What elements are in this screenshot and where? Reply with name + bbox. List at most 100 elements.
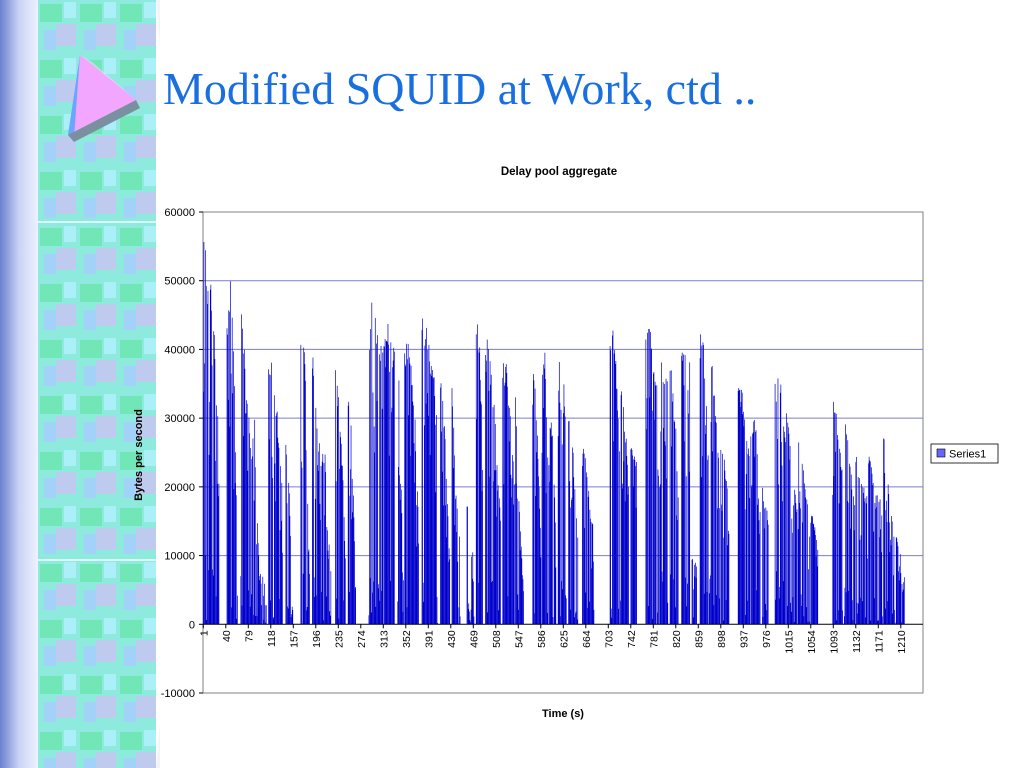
bar [900, 573, 902, 625]
bar [517, 594, 519, 625]
bar [325, 472, 327, 625]
bar [389, 371, 391, 625]
bar [660, 431, 662, 625]
legend-swatch [936, 448, 946, 458]
x-tick-label: 508 [491, 630, 503, 648]
bar [837, 439, 839, 625]
x-tick-label: 586 [536, 630, 548, 648]
bar [532, 404, 534, 625]
bar [248, 590, 249, 625]
bar [308, 551, 309, 625]
bar [565, 595, 567, 625]
bar [739, 389, 741, 625]
bar [218, 496, 219, 625]
bar [338, 397, 339, 625]
bar [853, 496, 854, 625]
bar [317, 465, 318, 625]
bar [715, 422, 717, 625]
bar [895, 537, 897, 625]
bar [415, 451, 417, 625]
bar [685, 577, 687, 625]
bar [881, 515, 883, 625]
bar [518, 501, 520, 625]
bar [288, 493, 290, 625]
bar [373, 426, 375, 625]
bar [552, 435, 553, 625]
bar [209, 289, 211, 625]
bar [316, 428, 318, 625]
bar [341, 465, 343, 625]
bar [848, 502, 850, 625]
bar [203, 242, 205, 625]
bar [535, 420, 537, 625]
bar [786, 413, 787, 625]
bar [426, 327, 427, 625]
bar [561, 580, 562, 625]
bar [862, 601, 864, 625]
bar [413, 443, 415, 625]
bar [750, 436, 752, 625]
bar [241, 605, 243, 625]
bar [815, 535, 816, 625]
bar [691, 559, 693, 625]
bar [406, 607, 408, 625]
bar [260, 583, 262, 625]
bar [803, 470, 804, 625]
bar [713, 605, 715, 625]
bar [700, 334, 702, 625]
bar [764, 604, 766, 625]
bar [805, 607, 807, 625]
bar [437, 622, 438, 625]
bar [417, 506, 419, 625]
bar [392, 360, 394, 625]
bar [397, 601, 399, 625]
legend-box [930, 443, 999, 464]
x-tick-label: 313 [378, 630, 390, 648]
bar [264, 605, 266, 625]
bar [423, 601, 425, 625]
bar [414, 419, 416, 625]
bar [676, 515, 677, 625]
bar [564, 406, 565, 625]
y-tick-label: 10000 [164, 551, 195, 563]
bar [547, 457, 549, 625]
bar [838, 610, 839, 625]
bar [301, 461, 302, 625]
bar [868, 456, 870, 625]
bar [342, 465, 343, 625]
bar [486, 360, 487, 625]
bar [743, 411, 744, 625]
bar [663, 427, 665, 625]
bar [813, 524, 815, 625]
bar [470, 609, 472, 625]
bar [537, 458, 539, 625]
bar [778, 484, 779, 625]
bar [562, 589, 564, 625]
bar [584, 527, 586, 625]
bar [618, 608, 620, 625]
bar [378, 354, 380, 625]
bar [758, 498, 759, 625]
bar [215, 596, 217, 625]
bar [321, 592, 322, 625]
bar [803, 616, 805, 625]
bar [312, 368, 313, 625]
bar [577, 537, 579, 625]
bar [230, 373, 232, 625]
bar [887, 484, 889, 625]
bar [682, 360, 684, 625]
bar [212, 575, 214, 625]
bar [790, 611, 792, 625]
x-tick-label: 547 [513, 630, 525, 648]
bar [472, 552, 474, 625]
bar [630, 449, 632, 625]
bar [588, 490, 590, 625]
bar [759, 533, 760, 625]
bar [315, 407, 317, 625]
bar [373, 581, 374, 625]
bar [261, 605, 262, 625]
x-tick-label: 430 [446, 630, 458, 648]
bar [440, 387, 441, 625]
bar [576, 619, 578, 625]
bar [839, 448, 841, 625]
